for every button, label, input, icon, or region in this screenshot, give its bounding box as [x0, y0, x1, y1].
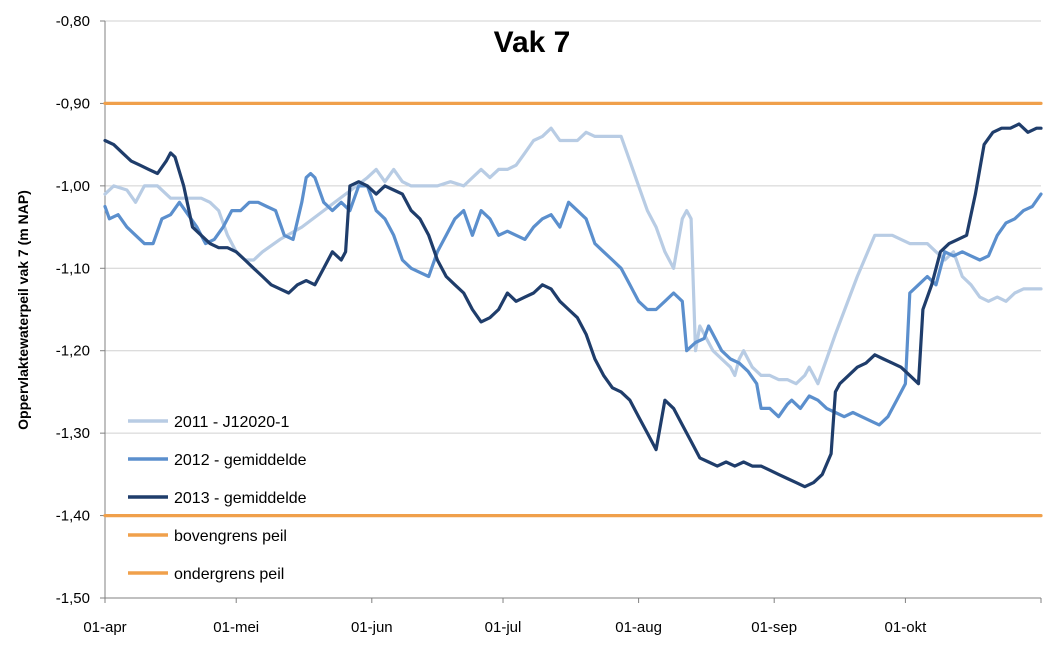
series-lines [103, 101, 1043, 518]
y-tick-labels: -0,80 -0,90 -1,00 -1,10 -1,20 -1,30 -1,40 -1,50 [56, 13, 105, 607]
legend-label: 2012 - gemiddelde [174, 452, 307, 469]
chart-title: Vak 7 [494, 26, 571, 59]
series-line-3 [103, 122, 1043, 489]
x-tick-label: 01-jun [351, 619, 393, 636]
y-axis-label: Oppervlaktewaterpeil vak 7 (m NAP) [15, 190, 31, 430]
legend-label: 2011 - J12020-1 [174, 414, 289, 431]
y-tick-label: -1,40 [56, 508, 90, 525]
x-tick-label: 01-mei [213, 619, 259, 636]
legend: 2011 - J12020-1 2012 - gemiddelde 2013 - g… [128, 414, 307, 583]
series-line-2 [103, 171, 1043, 427]
x-tick-label: 01-jul [485, 619, 522, 636]
y-tick-label: -0,90 [56, 95, 90, 112]
legend-label: ondergrens peil [174, 566, 284, 583]
y-tick-label: -1,50 [56, 590, 90, 607]
x-tick-label: 01-apr [83, 619, 126, 636]
y-tick-label: -1,20 [56, 343, 90, 360]
x-tick-labels: 01-apr 01-mei 01-jun 01-jul 01-aug 01-sep 01-o… [83, 598, 1042, 636]
legend-label: bovengrens peil [174, 528, 287, 545]
y-tick-label: -1,30 [56, 425, 90, 442]
y-tick-label: -0,80 [56, 13, 90, 30]
x-tick-label: 01-sep [751, 619, 797, 636]
series-line-1 [103, 126, 1043, 386]
y-tick-label: -1,10 [56, 260, 90, 277]
legend-label: 2013 - gemiddelde [174, 490, 307, 507]
x-tick-label: 01-okt [885, 619, 928, 636]
y-tick-label: -1,00 [56, 178, 90, 195]
x-tick-label: 01-aug [615, 619, 662, 636]
gridlines [105, 20, 1041, 599]
